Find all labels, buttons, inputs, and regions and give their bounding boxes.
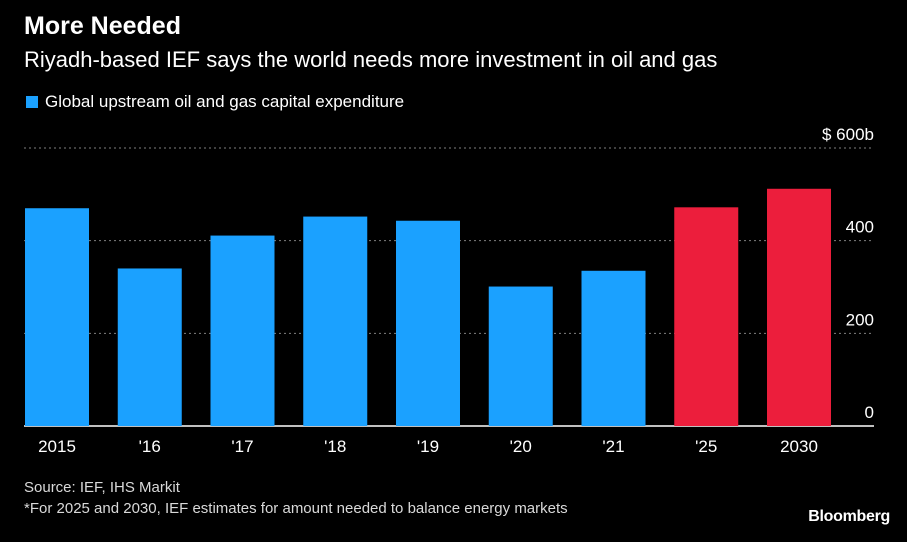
bar-17 (210, 235, 275, 426)
footnote: *For 2025 and 2030, IEF estimates for am… (24, 500, 568, 517)
x-tick-label: '16 (139, 437, 161, 456)
legend-swatch (26, 96, 38, 108)
legend: Global upstream oil and gas capital expe… (24, 92, 404, 112)
x-tick-label: '18 (324, 437, 346, 456)
bar-25 (674, 207, 739, 426)
x-tick-label: '19 (417, 437, 439, 456)
y-axis-ticks: 0 200 400 $ 600b (822, 125, 874, 422)
bloomberg-logo: Bloomberg (808, 508, 890, 525)
x-tick-label: 2015 (38, 437, 76, 456)
bar-18 (303, 216, 368, 426)
chart-title: More Needed (24, 12, 181, 40)
bar-19 (396, 220, 460, 426)
bar-2030 (767, 188, 831, 426)
y-tick-label-200: 200 (846, 310, 874, 329)
legend-label: Global upstream oil and gas capital expe… (45, 92, 405, 111)
x-tick-label: '17 (231, 437, 253, 456)
bar-16 (117, 268, 182, 426)
bar-20 (488, 286, 553, 426)
y-tick-label-600: $ 600b (822, 125, 874, 144)
bars (25, 188, 831, 426)
x-tick-label: '20 (510, 437, 532, 456)
bar-2015 (25, 208, 89, 426)
bar-21 (581, 270, 646, 426)
y-tick-label-0: 0 (865, 403, 874, 422)
x-tick-label: '21 (602, 437, 624, 456)
chart-subtitle: Riyadh-based IEF says the world needs mo… (24, 47, 718, 72)
x-tick-label: 2030 (780, 437, 818, 456)
y-tick-label-400: 400 (846, 218, 874, 237)
source-note: Source: IEF, IHS Markit (24, 479, 180, 496)
x-tick-label: '25 (695, 437, 717, 456)
x-axis-ticks: 2015 '16 '17 '18 '19 '20 '21 '25 2030 (38, 437, 818, 456)
